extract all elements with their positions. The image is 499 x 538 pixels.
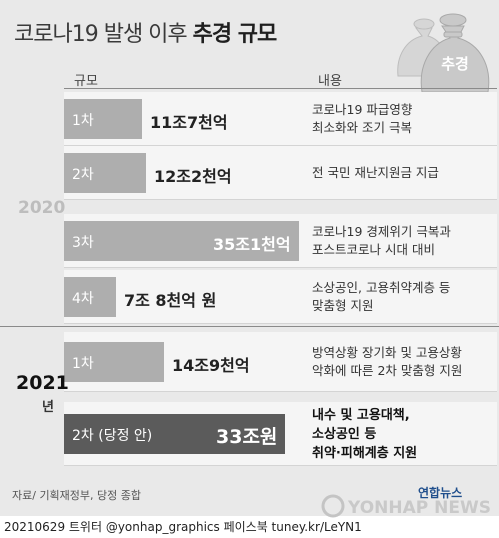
description-line: 소상공인, 고용취약계층 등 bbox=[312, 280, 451, 295]
description-line: 포스트코로나 시대 대비 bbox=[312, 242, 435, 257]
chart-title: 코로나19 발생 이후 추경 규모 bbox=[14, 16, 278, 48]
stage-label: 4차 bbox=[72, 291, 94, 307]
row-3 bbox=[64, 270, 497, 324]
bag-label: 추경 bbox=[441, 55, 469, 73]
title-bold: 추경 규모 bbox=[192, 22, 278, 47]
year-label-2020: 2020 bbox=[18, 198, 66, 218]
bar-2 bbox=[64, 221, 299, 261]
stage-label: 2차 bbox=[72, 167, 94, 183]
source-note: 자료/ 기획재정부, 당정 종합 bbox=[12, 489, 142, 502]
value-label: 12조2천억 bbox=[154, 167, 232, 186]
value-label: 7조 8천억 원 bbox=[124, 291, 217, 310]
year-suffix: 년 bbox=[42, 400, 54, 415]
stage-label: 3차 bbox=[72, 235, 94, 251]
value-label: 33조원 bbox=[216, 426, 278, 448]
description: 전 국민 재난지원금 지급 bbox=[312, 164, 492, 182]
description-line: 방역상황 장기화 및 고용상황 bbox=[312, 345, 462, 360]
watermark-text: YONHAP NEWS bbox=[347, 498, 491, 518]
description-line: 취약·피해계층 지원 bbox=[312, 446, 418, 461]
description-line: 악화에 따른 2차 맞춤형 지원 bbox=[312, 363, 463, 378]
description-line: 맞춤형 지원 bbox=[312, 298, 374, 313]
bar-1 bbox=[64, 153, 146, 193]
description-line: 코로나19 경제위기 극복과 bbox=[312, 224, 451, 239]
bar-3 bbox=[64, 277, 116, 317]
globe-icon bbox=[321, 494, 345, 518]
description-line: 코로나19 파급영향 bbox=[312, 102, 413, 117]
description-line: 전 국민 재난지원금 지급 bbox=[312, 165, 439, 180]
stage-label: 2차 (당정 안) bbox=[72, 428, 153, 444]
description-line: 내수 및 고용대책, bbox=[312, 408, 410, 423]
description-line: 소상공인 등 bbox=[312, 427, 377, 442]
value-label: 11조7천억 bbox=[150, 113, 228, 132]
description-line: 최소화와 조기 극복 bbox=[312, 120, 412, 135]
bar-4 bbox=[64, 342, 164, 382]
stage-label: 1차 bbox=[72, 113, 94, 129]
column-header-scale: 규모 bbox=[74, 74, 98, 89]
column-header-content: 내용 bbox=[318, 74, 342, 89]
value-label: 35조1천억 bbox=[213, 235, 291, 254]
brand-logo: 연합뉴스 bbox=[418, 486, 463, 500]
year-divider bbox=[0, 326, 499, 327]
watermark: YONHAP NEWS bbox=[321, 494, 491, 518]
money-bag-icon: 추경 bbox=[397, 13, 490, 93]
stage-label: 1차 bbox=[72, 356, 94, 372]
bar-5 bbox=[64, 414, 285, 454]
year-label-2021: 2021 bbox=[16, 372, 69, 394]
title-normal: 코로나19 발생 이후 bbox=[14, 22, 188, 47]
bar-0 bbox=[64, 99, 142, 139]
footer-credits: 20210629 트위터 @yonhap_graphics 페이스북 tuney… bbox=[4, 520, 362, 534]
header-divider bbox=[64, 88, 497, 89]
value-label: 14조9천억 bbox=[172, 356, 250, 375]
